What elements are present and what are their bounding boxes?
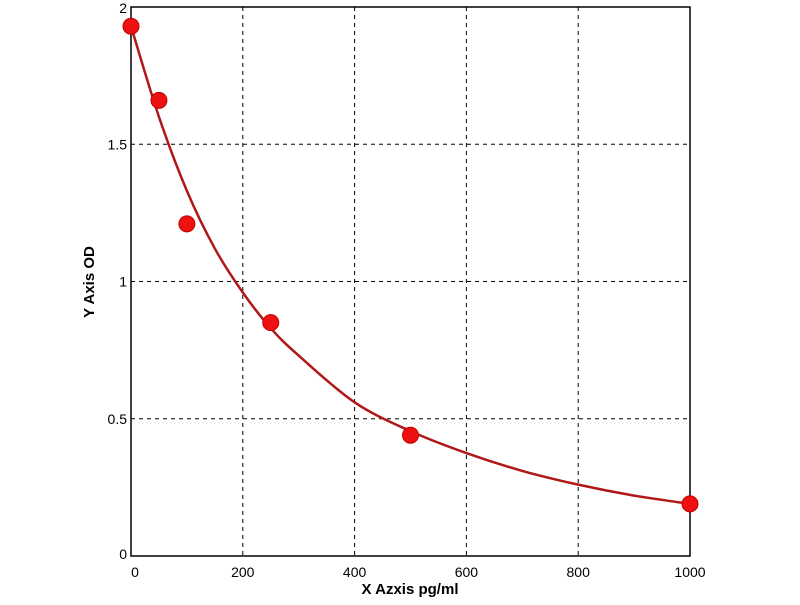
x-axis-label: X Azxis pg/ml	[362, 581, 459, 598]
data-point	[681, 495, 699, 513]
data-points	[122, 17, 699, 513]
data-point	[150, 91, 168, 109]
y-tick-label: 1	[119, 274, 127, 290]
data-point	[262, 314, 280, 332]
y-tick-label: 2	[119, 0, 127, 16]
x-tick-label: 1000	[674, 564, 705, 580]
y-axis-label: Y Axis OD	[81, 246, 98, 318]
x-tick-label: 400	[343, 564, 367, 580]
data-point	[402, 426, 419, 444]
plot-frame	[130, 6, 691, 557]
fit-curve	[129, 25, 691, 506]
data-point	[122, 17, 140, 35]
y-tick-label: 0.5	[108, 411, 128, 427]
x-tick-label: 800	[567, 564, 591, 580]
y-tick-label: 1.5	[108, 136, 128, 152]
x-tick-label: 600	[455, 564, 479, 580]
y-tick-label: 0	[119, 546, 127, 562]
tick-labels: 0 200 400 600 800 1000 0 0.5 1 1.5 2	[108, 0, 706, 580]
grid-lines	[131, 7, 690, 556]
x-tick-label: 200	[231, 564, 255, 580]
data-point	[178, 215, 196, 233]
x-tick-label: 0	[131, 564, 139, 580]
